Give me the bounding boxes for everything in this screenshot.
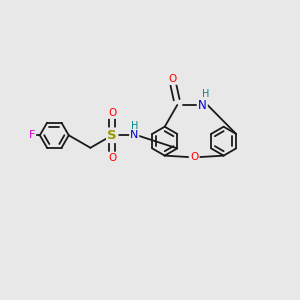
- Text: N: N: [198, 98, 207, 112]
- Text: O: O: [108, 108, 116, 118]
- Text: H: H: [202, 89, 209, 99]
- Text: O: O: [190, 152, 198, 162]
- Text: S: S: [107, 129, 117, 142]
- Text: N: N: [130, 130, 138, 140]
- Text: O: O: [169, 74, 177, 83]
- Text: H: H: [130, 122, 138, 131]
- Text: F: F: [28, 130, 35, 140]
- Text: O: O: [108, 153, 116, 163]
